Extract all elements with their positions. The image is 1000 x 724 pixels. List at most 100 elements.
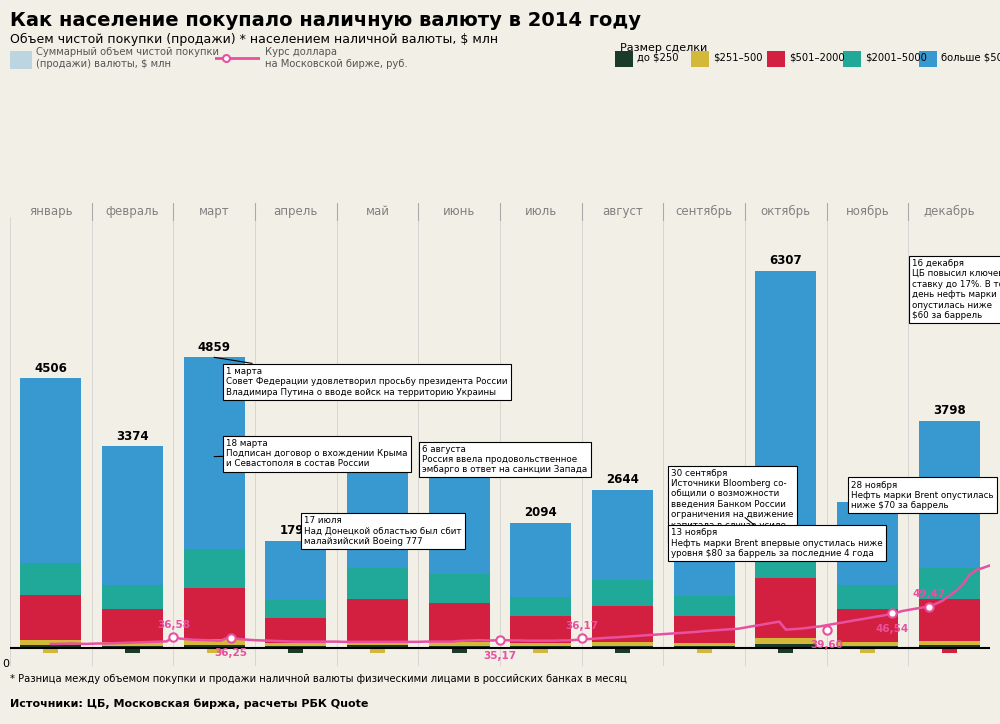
Bar — [102, 446, 163, 585]
Text: 13 ноября
Нефть марки Brent впервые опустилась ниже
уровня $80 за баррель за пос: 13 ноября Нефть марки Brent впервые опус… — [671, 518, 883, 558]
Text: 1 марта
Совет Федерации удовлетворил просьбу президента России
Владимира Путина : 1 марта Совет Федерации удовлетворил про… — [214, 358, 508, 397]
Bar — [919, 421, 980, 648]
Text: февраль: февраль — [106, 206, 159, 218]
Bar — [942, 648, 957, 653]
Text: * Разница между объемом покупки и продажи наличной валюты физическими лицами в р: * Разница между объемом покупки и продаж… — [10, 674, 627, 684]
Bar — [510, 523, 571, 648]
Bar — [837, 646, 898, 648]
Bar — [125, 648, 140, 653]
Bar — [207, 648, 222, 653]
Bar — [347, 645, 408, 648]
Bar — [288, 648, 303, 653]
Bar — [184, 358, 245, 550]
Bar — [778, 648, 793, 653]
Bar — [919, 641, 980, 645]
Bar — [592, 606, 653, 642]
Bar — [837, 502, 898, 648]
Bar — [510, 643, 571, 647]
Text: 4859: 4859 — [198, 341, 231, 354]
Bar — [347, 599, 408, 641]
Bar — [592, 646, 653, 648]
Bar — [429, 642, 490, 646]
Bar — [674, 647, 735, 648]
Bar — [755, 644, 816, 648]
Bar — [347, 460, 408, 648]
Text: 18 марта
Подписан договор о вхождении Крыма
и Севастополя в состав России: 18 марта Подписан договор о вхождении Кр… — [214, 439, 408, 468]
Text: июнь: июнь — [443, 206, 475, 218]
Bar — [184, 358, 245, 648]
Bar — [674, 518, 735, 648]
Bar — [674, 518, 735, 596]
Text: до $250: до $250 — [637, 52, 678, 62]
Bar — [43, 648, 58, 653]
Bar — [755, 271, 816, 531]
Bar — [674, 616, 735, 643]
Text: 36,17: 36,17 — [565, 620, 598, 631]
Bar — [265, 618, 326, 644]
Bar — [919, 568, 980, 599]
Text: Как население покупало наличную валюту в 2014 году: Как население покупало наличную валюту в… — [10, 11, 641, 30]
Text: 49,47: 49,47 — [912, 589, 945, 599]
Text: 39,60: 39,60 — [810, 641, 843, 650]
Text: сентябрь: сентябрь — [676, 205, 733, 219]
Bar — [347, 641, 408, 645]
Bar — [592, 580, 653, 606]
Bar — [674, 643, 735, 647]
Bar — [837, 642, 898, 646]
Bar — [860, 648, 875, 653]
Text: июль: июль — [525, 206, 557, 218]
Text: 36,58: 36,58 — [157, 620, 190, 630]
Bar — [452, 648, 467, 653]
Text: 2449: 2449 — [851, 485, 884, 498]
Bar — [837, 502, 898, 585]
Text: 4506: 4506 — [34, 362, 67, 375]
Text: 46,54: 46,54 — [875, 624, 909, 634]
Text: Источники: ЦБ, Московская биржа, расчеты РБК Quote: Источники: ЦБ, Московская биржа, расчеты… — [10, 699, 368, 710]
Text: 36,25: 36,25 — [214, 648, 247, 658]
Bar — [347, 460, 408, 568]
Bar — [837, 585, 898, 609]
Text: $501–2000: $501–2000 — [789, 52, 845, 62]
Text: 17 июля
Над Донецкой областью был сбит
малайзийский Boeing 777: 17 июля Над Донецкой областью был сбит м… — [304, 516, 462, 546]
Bar — [429, 467, 490, 648]
Text: 3140: 3140 — [361, 444, 394, 457]
Bar — [20, 563, 81, 595]
Text: январь: январь — [29, 206, 73, 218]
Bar — [919, 599, 980, 641]
Bar — [184, 639, 245, 644]
Text: 28 ноября
Нефть марки Brent опустилась
ниже $70 за баррель: 28 ноября Нефть марки Brent опустилась н… — [851, 481, 994, 510]
Bar — [674, 596, 735, 616]
Bar — [429, 467, 490, 574]
Bar — [102, 446, 163, 648]
Text: Размер сделки: Размер сделки — [620, 43, 707, 54]
Bar — [184, 550, 245, 589]
Text: $2001–5000: $2001–5000 — [865, 52, 927, 62]
Bar — [837, 609, 898, 642]
Bar — [265, 541, 326, 600]
Bar — [755, 271, 816, 648]
Bar — [265, 644, 326, 647]
Text: 2094: 2094 — [524, 506, 557, 519]
Bar — [510, 523, 571, 597]
Text: больше $5000: больше $5000 — [941, 52, 1000, 62]
Bar — [429, 574, 490, 603]
Text: Суммарный объем чистой покупки
(продажи) валюты, $ млн: Суммарный объем чистой покупки (продажи)… — [36, 47, 219, 69]
Bar — [20, 379, 81, 563]
Bar — [20, 595, 81, 640]
Bar — [510, 616, 571, 643]
Bar — [265, 647, 326, 648]
Bar — [533, 648, 548, 653]
Bar — [697, 648, 712, 653]
Bar — [184, 644, 245, 648]
Text: 35,17: 35,17 — [483, 651, 517, 661]
Bar — [429, 646, 490, 648]
Text: март: март — [199, 206, 229, 218]
Bar — [755, 578, 816, 638]
Bar — [755, 531, 816, 578]
Text: 16 декабря
ЦБ повысил ключевую
ставку до 17%. В тот же
день нефть марки Brent
оп: 16 декабря ЦБ повысил ключевую ставку до… — [912, 259, 1000, 320]
Bar — [592, 490, 653, 648]
Text: 6 августа
Россия ввела продовольственное
эмбарго в ответ на санкции Запада: 6 августа Россия ввела продовольственное… — [422, 445, 588, 474]
Text: Объем чистой покупки (продажи) * населением наличной валюты, $ млн: Объем чистой покупки (продажи) * населен… — [10, 33, 498, 46]
Text: апрель: апрель — [274, 206, 318, 218]
Bar — [615, 648, 630, 653]
